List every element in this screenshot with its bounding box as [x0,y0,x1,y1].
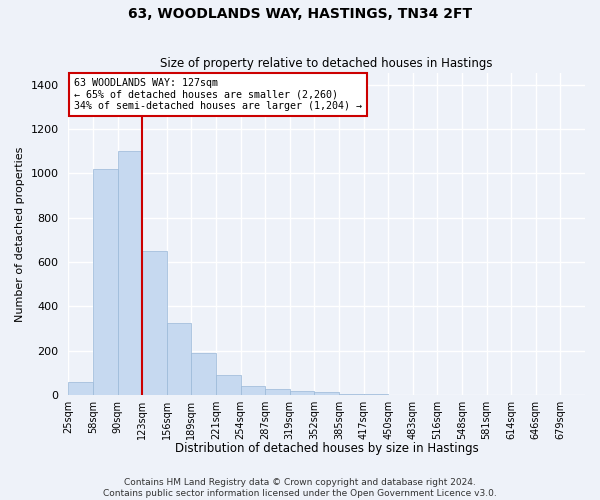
Bar [265,390,290,395]
Bar [241,386,265,395]
Text: Contains HM Land Registry data © Crown copyright and database right 2024.
Contai: Contains HM Land Registry data © Crown c… [103,478,497,498]
Bar [68,382,93,395]
Bar [216,375,241,395]
Bar [339,394,364,395]
Bar [118,151,142,395]
Title: Size of property relative to detached houses in Hastings: Size of property relative to detached ho… [160,56,493,70]
X-axis label: Distribution of detached houses by size in Hastings: Distribution of detached houses by size … [175,442,479,455]
Bar [314,392,339,395]
Y-axis label: Number of detached properties: Number of detached properties [15,146,25,322]
Bar [290,391,314,395]
Bar [167,323,191,395]
Bar [93,169,118,395]
Bar [364,394,388,395]
Bar [142,251,167,395]
Text: 63 WOODLANDS WAY: 127sqm
← 65% of detached houses are smaller (2,260)
34% of sem: 63 WOODLANDS WAY: 127sqm ← 65% of detach… [74,78,362,112]
Text: 63, WOODLANDS WAY, HASTINGS, TN34 2FT: 63, WOODLANDS WAY, HASTINGS, TN34 2FT [128,8,472,22]
Bar [191,353,216,395]
